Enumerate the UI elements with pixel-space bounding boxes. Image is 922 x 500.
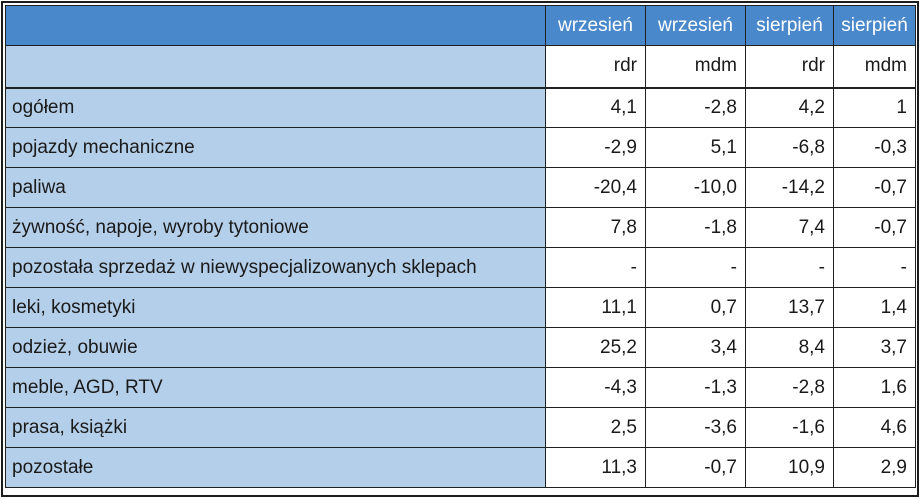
header-month: wrzesień <box>645 5 746 46</box>
value-cell: -3,6 <box>645 407 746 448</box>
row-label: żywność, napoje, wyroby tytoniowe <box>5 207 546 248</box>
value-cell: -0,7 <box>833 167 916 208</box>
value-cell: 4,6 <box>833 407 916 448</box>
table-row: żywność, napoje, wyroby tytoniowe 7,8 -1,8… <box>5 207 916 248</box>
header-measure: mdm <box>833 45 916 88</box>
value-cell: -1,3 <box>645 367 746 408</box>
header-month: sierpień <box>745 5 834 46</box>
row-label: leki, kosmetyki <box>5 287 546 328</box>
row-label: odzież, obuwie <box>5 327 546 368</box>
header-month: wrzesień <box>545 5 646 46</box>
table-row: pojazdy mechaniczne -2,9 5,1 -6,8 -0,3 <box>5 127 916 168</box>
value-cell: - <box>833 247 916 288</box>
value-cell: 8,4 <box>745 327 834 368</box>
header-blank-cell <box>5 45 546 88</box>
value-cell: 2,9 <box>833 447 916 488</box>
table-row: ogółem 4,1 -2,8 4,2 1 <box>5 86 916 128</box>
table-row: pozostałe 11,3 -0,7 10,9 2,9 <box>5 447 916 488</box>
header-month: sierpień <box>833 5 916 46</box>
value-cell: - <box>545 247 646 288</box>
row-label: meble, AGD, RTV <box>5 367 546 408</box>
value-cell: -4,3 <box>545 367 646 408</box>
value-cell: -20,4 <box>545 167 646 208</box>
header-row-measures: rdr mdm rdr mdm <box>5 45 916 88</box>
header-corner-cell <box>5 5 546 46</box>
value-cell: 25,2 <box>545 327 646 368</box>
value-cell: -0,7 <box>833 207 916 248</box>
header-measure: rdr <box>545 45 646 88</box>
retail-sales-table: wrzesień wrzesień sierpień sierpień rdr … <box>5 5 916 488</box>
row-label: pozostała sprzedaż w niewyspecjalizowany… <box>5 247 546 288</box>
value-cell: 4,1 <box>545 86 646 128</box>
value-cell: - <box>645 247 746 288</box>
value-cell: 5,1 <box>645 127 746 168</box>
row-label: pozostałe <box>5 447 546 488</box>
value-cell: 13,7 <box>745 287 834 328</box>
value-cell: -2,8 <box>645 86 746 128</box>
table-row: prasa, książki 2,5 -3,6 -1,6 4,6 <box>5 407 916 448</box>
value-cell: -10,0 <box>645 167 746 208</box>
table-row: pozostała sprzedaż w niewyspecjalizowany… <box>5 247 916 288</box>
table-row: odzież, obuwie 25,2 3,4 8,4 3,7 <box>5 327 916 368</box>
value-cell: 7,8 <box>545 207 646 248</box>
value-cell: 11,3 <box>545 447 646 488</box>
value-cell: 3,4 <box>645 327 746 368</box>
value-cell: 0,7 <box>645 287 746 328</box>
table-row: leki, kosmetyki 11,1 0,7 13,7 1,4 <box>5 287 916 328</box>
value-cell: -0,7 <box>645 447 746 488</box>
row-label: pojazdy mechaniczne <box>5 127 546 168</box>
value-cell: -2,8 <box>745 367 834 408</box>
value-cell: 7,4 <box>745 207 834 248</box>
row-label: prasa, książki <box>5 407 546 448</box>
value-cell: -1,8 <box>645 207 746 248</box>
value-cell: -14,2 <box>745 167 834 208</box>
value-cell: 1,6 <box>833 367 916 408</box>
header-row-months: wrzesień wrzesień sierpień sierpień <box>5 5 916 46</box>
table-row: paliwa -20,4 -10,0 -14,2 -0,7 <box>5 167 916 208</box>
value-cell: 10,9 <box>745 447 834 488</box>
row-label: ogółem <box>5 86 546 128</box>
value-cell: -6,8 <box>745 127 834 168</box>
header-measure: mdm <box>645 45 746 88</box>
value-cell: 2,5 <box>545 407 646 448</box>
row-label: paliwa <box>5 167 546 208</box>
table-row: meble, AGD, RTV -4,3 -1,3 -2,8 1,6 <box>5 367 916 408</box>
value-cell: 3,7 <box>833 327 916 368</box>
value-cell: 4,2 <box>745 86 834 128</box>
header-measure: rdr <box>745 45 834 88</box>
value-cell: - <box>745 247 834 288</box>
value-cell: 11,1 <box>545 287 646 328</box>
value-cell: -0,3 <box>833 127 916 168</box>
value-cell: -1,6 <box>745 407 834 448</box>
value-cell: 1 <box>833 86 916 128</box>
value-cell: -2,9 <box>545 127 646 168</box>
value-cell: 1,4 <box>833 287 916 328</box>
